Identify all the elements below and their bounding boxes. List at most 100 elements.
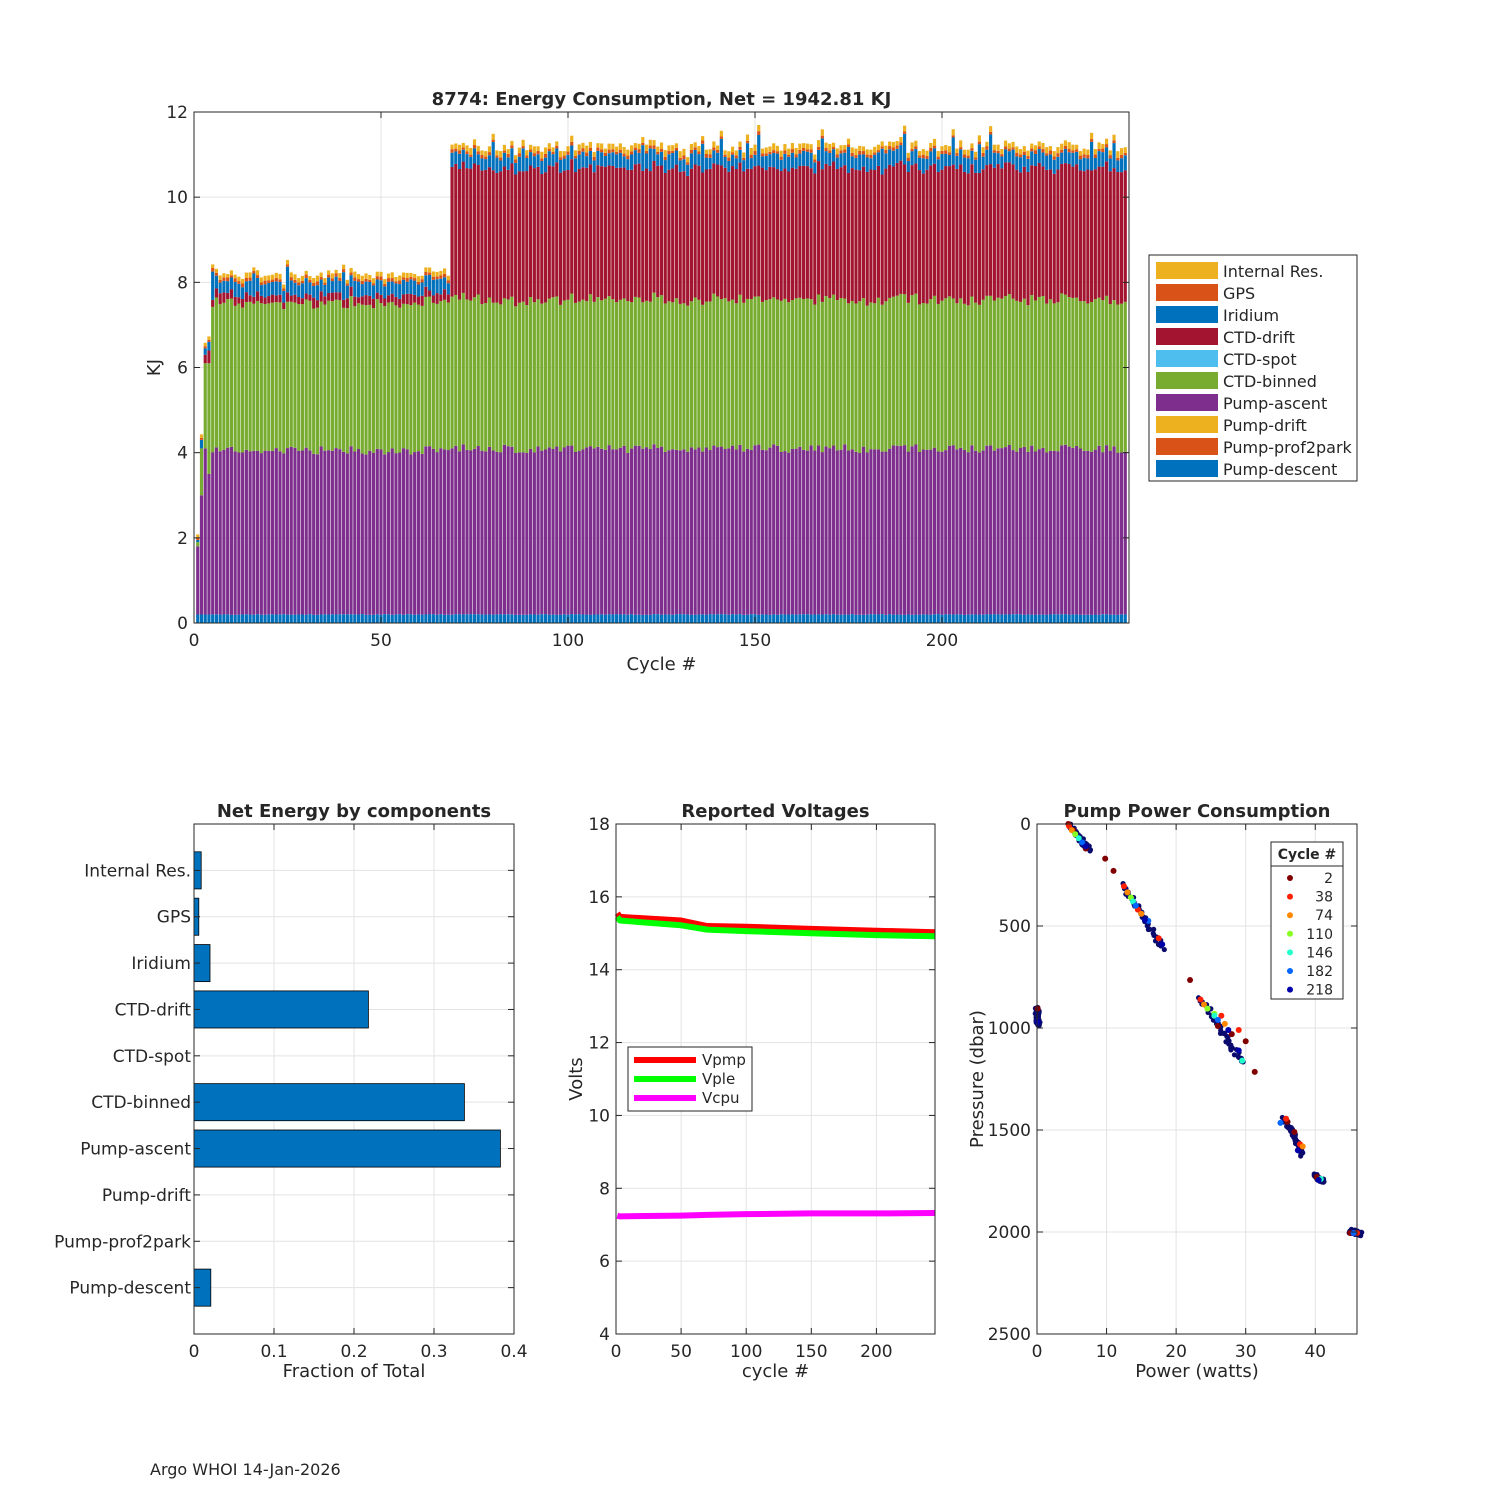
energy-bar-segment-ascent — [820, 452, 824, 615]
energy-bar-segment-internal_res — [457, 144, 462, 151]
legend-swatch — [1156, 372, 1218, 389]
energy-bar-segment-internal_res — [1007, 143, 1011, 149]
energy-bar-segment-iridium — [1067, 152, 1071, 164]
axes-box — [615, 823, 936, 1335]
energy-bar-segment-descent — [592, 614, 596, 623]
legend-title: Cycle # — [1278, 847, 1337, 863]
energy-bar-segment-descent — [1056, 614, 1060, 623]
energy-bar-segment-ctd_drift — [615, 167, 619, 303]
energy-bar-segment-ctd_binned — [323, 304, 327, 451]
energy-bar-segment-descent — [996, 614, 1000, 623]
energy-bar-segment-gps — [222, 277, 226, 281]
energy-bar-segment-descent — [873, 614, 877, 623]
energy-bar-segment-internal_res — [431, 271, 435, 277]
energy-bar-segment-ctd_binned — [652, 292, 656, 445]
energy-bar-segment-ctd_drift — [547, 165, 551, 299]
energy-bar-segment-gps — [282, 288, 286, 292]
x-tick-label: 50 — [370, 631, 392, 651]
energy-bar-segment-ctd_drift — [585, 167, 589, 302]
energy-bar-segment-gps — [899, 142, 903, 146]
energy-bar-segment-iridium — [442, 277, 447, 290]
energy-bar-segment-ascent — [491, 450, 495, 615]
legend-label: 74 — [1315, 908, 1333, 924]
scatter-point — [1147, 926, 1153, 932]
energy-bar-segment-ctd_drift — [835, 168, 839, 301]
energy-bar-segment-ctd_drift — [944, 166, 948, 299]
energy-bar-segment-descent — [514, 614, 518, 623]
energy-bar-segment-ctd_drift — [237, 297, 241, 304]
energy-bar-segment-ctd_drift — [936, 171, 940, 304]
energy-bar-segment-descent — [1000, 614, 1004, 623]
x-tick-label: 30 — [1235, 1342, 1257, 1362]
energy-bar-segment-ascent — [1015, 451, 1019, 615]
energy-bars — [196, 125, 1127, 623]
energy-bar-segment-gps — [1041, 148, 1045, 153]
energy-bar-segment-descent — [1082, 614, 1086, 623]
energy-bar-segment-ascent — [839, 449, 843, 615]
scatter-point-cycle-74 — [1221, 1020, 1228, 1027]
energy-bar-segment-internal_res — [1045, 147, 1049, 154]
energy-bar-segment-ctd_binned — [543, 302, 548, 450]
energy-bar-segment-internal_res — [203, 342, 207, 347]
energy-bar-segment-ctd_drift — [454, 163, 458, 295]
energy-bar-segment-descent — [394, 614, 398, 623]
energy-bar-segment-ascent — [274, 448, 278, 615]
energy-bar-segment-gps — [510, 145, 514, 149]
energy-bar-segment-gps — [903, 131, 907, 134]
energy-bar-segment-descent — [1116, 614, 1120, 623]
energy-bar-segment-ctd_drift — [753, 166, 757, 297]
energy-bar-segment-ctd_binned — [211, 306, 215, 453]
energy-bar-segment-gps — [854, 155, 858, 158]
energy-bar-segment-descent — [555, 614, 559, 623]
energy-bar-segment-descent — [472, 614, 477, 623]
energy-bar-segment-internal_res — [1116, 151, 1120, 158]
energy-bar-segment-ascent — [828, 448, 832, 615]
energy-bar-segment-iridium — [226, 281, 230, 293]
y-tick-label: 2000 — [988, 1223, 1031, 1243]
energy-bar-segment-gps — [787, 154, 791, 157]
energy-bar-segment-descent — [349, 614, 353, 623]
energy-bar-segment-internal_res — [558, 151, 563, 158]
energy-bar-segment-iridium — [805, 151, 809, 167]
chart-title: 8774: Energy Consumption, Net = 1942.81 … — [432, 89, 892, 110]
energy-bar-segment-internal_res — [401, 272, 406, 278]
energy-bar-segment-internal_res — [282, 284, 286, 289]
energy-bar-segment-gps — [551, 151, 555, 155]
energy-bar-segment-ctd_binned — [910, 295, 914, 447]
energy-bar-segment-descent — [981, 614, 985, 623]
energy-bar-segment-ctd_binned — [371, 308, 376, 453]
legend-label: Internal Res. — [1223, 262, 1323, 281]
energy-bar-segment-descent — [1015, 614, 1019, 623]
energy-bar-segment-ctd_binned — [450, 296, 454, 449]
energy-bar-segment-descent — [607, 614, 611, 623]
energy-bar-segment-ascent — [779, 451, 783, 615]
energy-bar-segment-gps — [719, 136, 723, 139]
energy-bar-segment-descent — [465, 614, 469, 623]
energy-bar-segment-ctd_drift — [278, 294, 282, 303]
legend-label: GPS — [1223, 284, 1255, 303]
energy-bar-segment-gps — [353, 277, 357, 281]
energy-bar-segment-descent — [959, 614, 963, 623]
energy-bar-segment-iridium — [386, 281, 391, 296]
energy-bar-segment-gps — [327, 274, 331, 278]
energy-bar-segment-internal_res — [1123, 147, 1127, 153]
energy-bar-segment-ctd_binned — [588, 294, 593, 447]
energy-bar-segment-ctd_binned — [499, 304, 503, 453]
energy-bar-segment-descent — [787, 614, 791, 623]
energy-bar-segment-ctd_binned — [626, 301, 630, 453]
energy-bar-segment-ctd_drift — [1104, 161, 1109, 296]
energy-bar-segment-descent — [674, 614, 679, 623]
energy-bar-segment-ascent — [940, 451, 944, 615]
energy-bar-segment-ascent — [977, 452, 981, 615]
energy-bar-segment-ascent — [914, 444, 918, 615]
energy-bar-segment-ctd_binned — [570, 293, 574, 446]
energy-bar-segment-gps — [869, 154, 873, 159]
energy-bar-segment-iridium — [768, 154, 772, 167]
energy-bar-segment-ascent — [401, 448, 406, 615]
energy-bar-segment-ctd_drift — [809, 168, 813, 300]
y-tick-label: Pump-prof2park — [54, 1232, 191, 1252]
energy-bar-segment-iridium — [693, 149, 697, 165]
energy-bar-segment-internal_res — [977, 135, 981, 142]
energy-bar-segment-gps — [839, 150, 843, 154]
energy-bar-segment-internal_res — [270, 274, 275, 280]
